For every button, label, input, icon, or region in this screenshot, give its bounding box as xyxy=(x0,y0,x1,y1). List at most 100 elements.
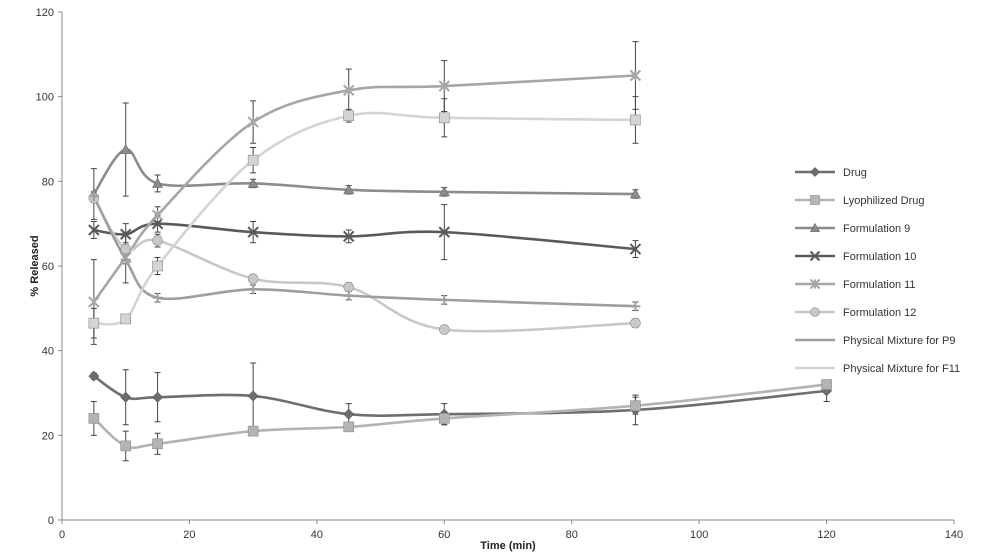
data-point-drug xyxy=(247,390,259,402)
data-point-drug xyxy=(343,408,355,420)
data-point-formulation-11 xyxy=(88,296,100,308)
legend-item-formulation-10: Formulation 10 xyxy=(795,250,916,263)
series-line-lyophilized-drug xyxy=(92,383,827,450)
legend-swatch-marker xyxy=(809,222,821,232)
x-tick-label: 80 xyxy=(566,529,578,541)
data-point-physical-mixture-for-p9 xyxy=(439,294,450,305)
legend-label: Lyophilized Drug xyxy=(843,195,925,207)
data-point-formulation-11 xyxy=(343,84,355,97)
data-point-physical-mixture-for-p9 xyxy=(120,254,131,265)
data-point-formulation-11 xyxy=(151,209,164,221)
x-tick-label: 20 xyxy=(183,529,195,541)
y-tick-label: 0 xyxy=(48,515,54,527)
legend-item-physical-mixture-for-p9: Physical Mixture for P9 xyxy=(795,335,955,347)
data-point-lyophilized-drug xyxy=(247,425,259,437)
series-line-physical-mixture-for-p9 xyxy=(92,195,636,308)
data-point-formulation-10 xyxy=(343,230,355,243)
data-point-lyophilized-drug xyxy=(438,413,450,424)
series-line-formulation-11 xyxy=(92,74,636,303)
data-point-lyophilized-drug xyxy=(821,379,832,390)
legend-item-formulation-11: Formulation 11 xyxy=(795,278,916,291)
data-point-physical-mixture-for-p9 xyxy=(248,284,259,295)
x-tick-label: 140 xyxy=(945,529,963,541)
series-lines xyxy=(92,74,827,450)
x-tick-label: 60 xyxy=(438,529,450,541)
data-point-lyophilized-drug xyxy=(343,421,355,433)
legend: Drug Lyophilized Drug Formulation 9 Formula… xyxy=(795,167,960,375)
data-point-drug xyxy=(152,391,163,403)
legend-item-lyophilized-drug: Lyophilized Drug xyxy=(795,195,925,207)
x-tick-label: 0 xyxy=(59,529,65,541)
data-point-drug xyxy=(120,391,132,403)
data-point-formulation-11 xyxy=(247,116,259,128)
data-point-formulation-10 xyxy=(629,243,642,255)
legend-label: Formulation 10 xyxy=(843,251,916,263)
data-point-physical-mixture-for-f11 xyxy=(438,112,450,124)
legend-label: Drug xyxy=(843,167,867,179)
data-point-formulation-9 xyxy=(152,177,164,188)
series-line-formulation-12 xyxy=(92,197,636,333)
data-point-formulation-9 xyxy=(120,143,132,154)
legend-swatch-marker xyxy=(809,278,821,290)
data-point-lyophilized-drug xyxy=(152,438,163,450)
data-point-formulation-11 xyxy=(629,69,642,82)
data-point-physical-mixture-for-p9 xyxy=(152,292,163,303)
data-point-formulation-10 xyxy=(88,224,100,236)
data-point-formulation-10 xyxy=(120,228,132,240)
series-markers xyxy=(88,69,832,452)
legend-label: Formulation 9 xyxy=(843,223,910,235)
y-tick-label: 80 xyxy=(42,176,54,188)
data-point-physical-mixture-for-f11 xyxy=(120,313,132,325)
data-point-drug xyxy=(88,370,100,382)
data-point-lyophilized-drug xyxy=(88,413,100,424)
data-point-formulation-10 xyxy=(438,226,450,238)
data-point-lyophilized-drug xyxy=(630,400,641,412)
legend-swatch-marker xyxy=(810,307,820,317)
y-tick-label: 120 xyxy=(36,7,54,19)
data-point-formulation-9 xyxy=(438,186,450,197)
x-tick-label: 40 xyxy=(311,529,323,541)
series-line-formulation-10 xyxy=(93,222,636,251)
data-point-formulation-10 xyxy=(247,226,259,238)
data-point-formulation-12 xyxy=(438,324,450,335)
data-point-physical-mixture-for-p9 xyxy=(343,290,354,301)
data-point-formulation-12 xyxy=(152,235,163,246)
data-point-physical-mixture-for-f11 xyxy=(630,114,641,126)
x-axis-title: Time (min) xyxy=(480,540,536,552)
y-axis-title: % Released xyxy=(29,235,41,296)
data-point-formulation-12 xyxy=(247,273,259,285)
y-tick-label: 40 xyxy=(42,346,54,358)
data-point-formulation-9 xyxy=(629,188,641,199)
data-point-physical-mixture-for-f11 xyxy=(152,260,163,272)
data-point-physical-mixture-for-p9 xyxy=(630,301,641,312)
y-tick-label: 60 xyxy=(42,261,54,273)
data-point-formulation-9 xyxy=(343,184,355,195)
x-tick-label: 100 xyxy=(690,529,708,541)
data-point-physical-mixture-for-f11 xyxy=(343,110,355,122)
legend-item-formulation-9: Formulation 9 xyxy=(795,222,910,235)
series-line-formulation-9 xyxy=(92,148,636,196)
legend-item-physical-mixture-for-f11: Physical Mixture for F11 xyxy=(795,363,960,375)
data-point-formulation-10 xyxy=(151,217,164,230)
data-point-physical-mixture-for-p9 xyxy=(88,191,99,202)
legend-item-drug: Drug xyxy=(795,167,867,179)
data-point-formulation-12 xyxy=(630,317,641,329)
axes: 0 20 40 60 80 100 120 0 20 40 60 80 100 120 140 xyxy=(36,7,964,541)
data-point-formulation-11 xyxy=(438,80,450,92)
legend-swatch-marker xyxy=(810,167,820,177)
y-tick-label: 100 xyxy=(36,92,54,104)
legend-label: Formulation 12 xyxy=(843,307,916,319)
legend-swatch-marker xyxy=(809,250,821,262)
legend-item-formulation-12: Formulation 12 xyxy=(795,307,916,319)
x-tick-label: 120 xyxy=(817,529,835,541)
data-point-physical-mixture-for-f11 xyxy=(88,317,100,329)
legend-swatch-marker xyxy=(810,195,820,205)
legend-label: Physical Mixture for P9 xyxy=(843,335,955,347)
data-point-formulation-12 xyxy=(120,243,132,255)
series-line-drug xyxy=(93,374,827,417)
series-line-physical-mixture-for-f11 xyxy=(93,111,636,326)
legend-label: Physical Mixture for F11 xyxy=(843,363,960,375)
legend-label: Formulation 11 xyxy=(843,279,916,291)
